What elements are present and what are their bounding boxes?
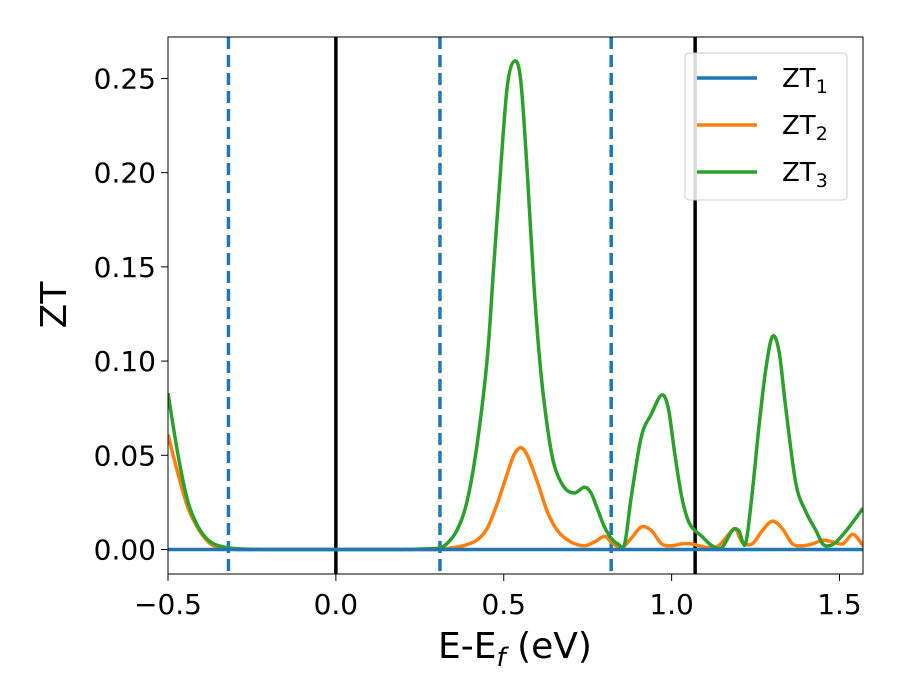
y-tick-label: 0.10 [94, 345, 156, 378]
y-tick-label: 0.15 [94, 251, 156, 284]
y-axis-title: ZT [34, 281, 75, 329]
series-line-zt2 [168, 434, 863, 552]
y-tick-label: 0.05 [94, 439, 156, 472]
plot-frame [167, 36, 864, 575]
x-axis-title: E-Ef (eV) [438, 626, 592, 673]
y-axis: 0.00 0.05 0.10 0.15 0.20 0.25 [94, 62, 168, 567]
legend-label-zt3: ZT3 [782, 158, 828, 192]
x-tick-label: 0.0 [314, 588, 359, 621]
legend: ZT1 ZT2 ZT3 [684, 52, 848, 201]
legend-box [684, 52, 848, 201]
series-layer [168, 59, 863, 552]
series-line-zt3 [168, 59, 863, 552]
y-tick-label: 0.20 [94, 157, 156, 190]
x-tick-label: 1.0 [649, 588, 694, 621]
x-tick-label: 1.5 [817, 588, 862, 621]
x-axis: −0.5 0.0 0.5 1.0 1.5 [134, 574, 862, 621]
x-tick-label: 0.5 [481, 588, 526, 621]
y-tick-label: 0.00 [94, 534, 156, 567]
reference-lines [226, 37, 697, 574]
x-tick-label: −0.5 [134, 588, 202, 621]
legend-label-zt2: ZT2 [782, 111, 828, 145]
y-tick-label: 0.25 [94, 62, 156, 95]
legend-label-zt1: ZT1 [782, 64, 828, 98]
